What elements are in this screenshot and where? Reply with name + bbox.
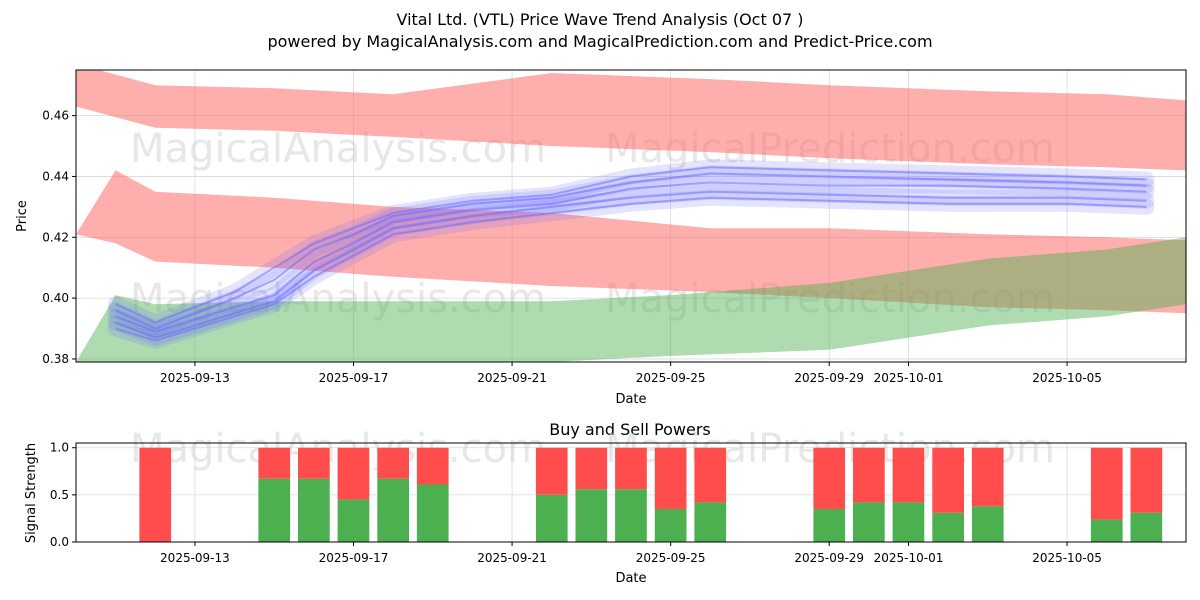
sell-bar (971, 447, 1004, 507)
buy-bar (535, 494, 568, 542)
buy-bar (971, 506, 1004, 542)
price-y-tick-label: 0.42 (42, 230, 69, 244)
upper-band-area (76, 70, 1186, 171)
buy-bar (575, 489, 608, 542)
chart-subtitle: powered by MagicalAnalysis.com and Magic… (267, 32, 932, 51)
buy-bar (377, 478, 409, 542)
sell-bar (139, 447, 172, 542)
buy-sell-x-tick-label: 2025-09-21 (477, 551, 547, 565)
buy-bar (1130, 512, 1163, 542)
lower-band-area (76, 237, 1186, 362)
buy-sell-chart: Buy and Sell Powers MagicalAnalysis.com … (24, 420, 1187, 586)
sell-bar (932, 447, 964, 513)
price-axes-frame (75, 69, 1187, 363)
chart-title: Vital Ltd. (VTL) Price Wave Trend Analys… (396, 10, 803, 29)
price-y-tick-label: 0.40 (42, 291, 69, 305)
wave-line (115, 172, 1147, 330)
buy-sell-y-label: Signal Strength (24, 443, 39, 543)
price-plot-area (76, 70, 1186, 362)
buy-bar (615, 489, 647, 542)
buy-sell-x-tick-label: 2025-09-25 (636, 551, 706, 565)
buy-bar (694, 502, 727, 542)
sell-bar (813, 447, 846, 509)
sell-bar (615, 447, 647, 490)
price-x-label: Date (615, 392, 646, 407)
buy-sell-x-label: Date (615, 571, 646, 586)
sell-bar (535, 447, 568, 495)
buy-sell-y-tick-label: 0.5 (50, 488, 69, 502)
buy-sell-x-axis: 2025-09-13 2025-09-17 2025-09-21 2025-09-25… (160, 542, 1102, 565)
sell-bar (654, 447, 687, 509)
sell-bar (853, 447, 885, 503)
buy-sell-x-tick-label: 2025-09-17 (319, 551, 389, 565)
buy-sell-x-tick-label: 2025-10-01 (874, 551, 944, 565)
price-x-tick-label: 2025-09-17 (319, 371, 389, 385)
price-x-tick-label: 2025-09-29 (794, 371, 864, 385)
buy-bar (813, 509, 846, 542)
sell-bar (337, 447, 370, 500)
buy-bar (932, 512, 964, 542)
buy-sell-plot-area (139, 447, 1163, 542)
buy-bar (654, 509, 687, 542)
sell-bar (694, 447, 727, 503)
buy-sell-y-tick-label: 0.0 (50, 535, 69, 549)
middle-band-area (76, 170, 1186, 314)
wave-line (115, 181, 1147, 333)
buy-bar (416, 484, 449, 542)
wave-line (115, 166, 1147, 324)
sell-bar (1130, 447, 1163, 513)
price-y-label: Price (15, 200, 30, 232)
buy-bar (892, 502, 925, 542)
buy-bar (258, 478, 291, 542)
buy-bar (337, 499, 370, 542)
price-x-tick-label: 2025-10-05 (1032, 371, 1102, 385)
price-x-tick-label: 2025-10-01 (874, 371, 944, 385)
price-x-tick-label: 2025-09-13 (160, 371, 230, 385)
sell-bar (1090, 447, 1123, 520)
price-y-tick-label: 0.44 (42, 169, 69, 183)
buy-sell-x-tick-label: 2025-09-29 (794, 551, 864, 565)
sell-bar (575, 447, 608, 490)
buy-sell-axes-frame (75, 442, 1187, 543)
sell-bar (258, 447, 291, 479)
buy-bar (853, 502, 885, 542)
buy-sell-title: Buy and Sell Powers (549, 420, 711, 439)
buy-bar (1090, 519, 1123, 542)
sell-bar (892, 447, 925, 503)
price-y-tick-label: 0.38 (42, 352, 69, 366)
wave-line (115, 196, 1147, 342)
price-x-tick-label: 2025-09-25 (636, 371, 706, 385)
watermark-text: MagicalAnalysis.com (130, 276, 546, 322)
buy-sell-x-tick-label: 2025-10-05 (1032, 551, 1102, 565)
buy-sell-y-axis: 0.0 0.5 1.0 (50, 441, 76, 549)
sell-bar (298, 447, 330, 479)
buy-bar (298, 478, 330, 542)
price-y-axis: 0.38 0.40 0.42 0.44 0.46 (42, 109, 76, 366)
price-wave-chart: MagicalAnalysis.com MagicalPrediction.co… (15, 69, 1187, 407)
wave-line (115, 190, 1147, 339)
price-x-axis: 2025-09-13 2025-09-17 2025-09-21 2025-09-25… (160, 362, 1102, 385)
sell-bar (377, 447, 409, 479)
sell-bar (416, 447, 449, 485)
price-y-tick-label: 0.46 (42, 109, 69, 123)
price-x-tick-label: 2025-09-21 (477, 371, 547, 385)
buy-sell-y-tick-label: 1.0 (50, 441, 69, 455)
buy-sell-x-tick-label: 2025-09-13 (160, 551, 230, 565)
